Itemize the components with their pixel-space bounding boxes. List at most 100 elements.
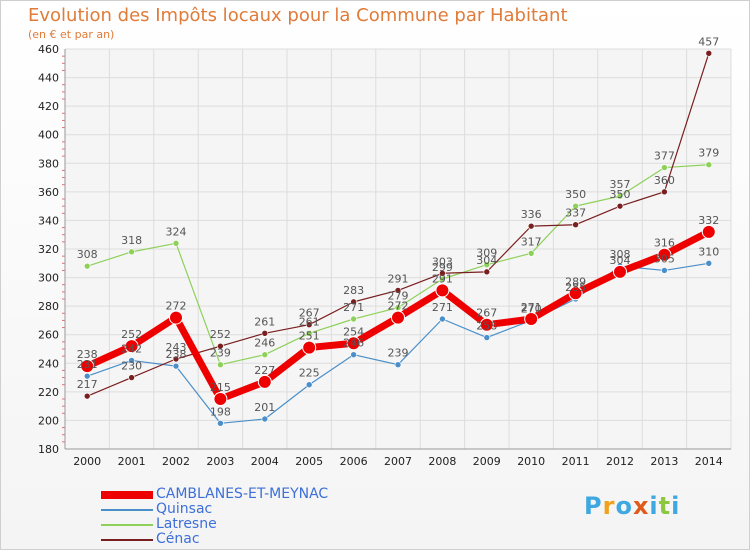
data-point	[394, 361, 402, 369]
data-label: 291	[388, 272, 409, 285]
data-label: 324	[166, 225, 187, 238]
legend-label: Latresne	[156, 516, 217, 532]
x-tick-label: 2002	[162, 455, 190, 468]
legend-swatch	[101, 509, 153, 511]
data-point	[524, 312, 539, 326]
data-label: 272	[388, 300, 409, 313]
data-point	[701, 224, 716, 239]
data-label: 299	[432, 261, 453, 274]
chart-title: Evolution des Impôts locaux pour la Comm…	[28, 5, 568, 26]
data-point	[83, 262, 91, 270]
data-label: 261	[299, 315, 320, 328]
data-point	[128, 374, 135, 381]
data-point	[217, 361, 224, 369]
data-label: 279	[388, 290, 409, 303]
data-label: 379	[698, 147, 719, 160]
data-label: 317	[521, 235, 542, 248]
data-point	[705, 259, 713, 267]
legend-label: Cénac	[156, 531, 200, 547]
data-point	[483, 261, 491, 269]
data-point	[483, 334, 491, 341]
data-point	[657, 247, 672, 262]
data-label: 377	[654, 150, 675, 163]
data-point	[305, 329, 313, 337]
data-point	[705, 161, 713, 169]
y-tick-label: 180	[38, 443, 59, 456]
data-label: 239	[388, 347, 409, 360]
data-label: 239	[210, 347, 231, 360]
y-tick-label: 380	[38, 157, 59, 170]
data-label: 230	[121, 360, 142, 373]
data-label: 318	[121, 234, 142, 247]
data-point	[568, 286, 583, 301]
data-label: 271	[521, 301, 542, 314]
data-point	[391, 310, 405, 325]
data-label: 316	[654, 237, 675, 250]
data-label: 238	[166, 348, 187, 361]
data-point	[705, 49, 713, 57]
data-point	[572, 221, 579, 229]
data-point	[572, 202, 579, 210]
x-tick-label: 2013	[650, 455, 678, 468]
data-point	[439, 269, 446, 277]
x-tick-label: 2000	[73, 455, 101, 468]
x-tick-label: 2004	[251, 455, 279, 468]
data-point	[261, 415, 269, 423]
x-tick-label: 2001	[118, 455, 146, 468]
data-point	[350, 298, 357, 306]
data-label: 357	[610, 178, 631, 191]
data-point	[302, 340, 317, 355]
data-label: 227	[254, 364, 275, 377]
data-point	[661, 164, 668, 171]
x-tick-label: 2005	[295, 455, 323, 468]
data-label: 246	[343, 337, 364, 350]
legend-swatch	[101, 491, 153, 499]
data-label: 238	[77, 348, 98, 361]
data-label: 267	[299, 307, 320, 320]
data-label: 258	[476, 320, 497, 333]
x-tick-label: 2009	[473, 455, 501, 468]
data-label: 270	[521, 302, 542, 315]
data-point	[435, 283, 450, 298]
legend-swatch	[101, 524, 153, 526]
y-tick-label: 280	[38, 300, 59, 313]
data-label: 251	[299, 330, 320, 343]
data-point	[661, 188, 668, 196]
data-point	[213, 392, 228, 406]
data-label: 267	[476, 307, 497, 320]
y-tick-label: 200	[38, 414, 59, 427]
data-label: 283	[343, 284, 364, 297]
data-point	[83, 392, 91, 400]
data-label: 261	[254, 315, 275, 328]
data-label: 457	[698, 35, 719, 48]
data-label: 332	[698, 214, 719, 227]
x-tick-label: 2003	[206, 455, 234, 468]
data-point	[257, 374, 272, 389]
data-point	[616, 202, 624, 210]
x-tick-label: 2008	[428, 455, 456, 468]
x-tick-label: 2011	[562, 455, 590, 468]
y-tick-label: 260	[38, 329, 59, 342]
data-label: 308	[77, 248, 98, 261]
logo-letter: i	[671, 492, 681, 520]
data-label: 246	[254, 337, 275, 350]
logo-letter: i	[649, 492, 659, 520]
data-label: 336	[521, 208, 542, 221]
data-label: 201	[254, 401, 275, 414]
data-label: 217	[77, 378, 98, 391]
data-label: 252	[210, 328, 231, 341]
data-label: 242	[121, 342, 142, 355]
data-label: 308	[610, 248, 631, 261]
data-point	[80, 359, 95, 374]
x-tick-label: 2006	[340, 455, 368, 468]
x-tick-label: 2012	[606, 455, 634, 468]
data-point	[305, 321, 313, 329]
data-point	[169, 310, 183, 325]
data-point	[479, 317, 494, 332]
data-point	[616, 192, 624, 200]
x-tick-label: 2014	[695, 455, 723, 468]
y-tick-label: 400	[38, 129, 59, 142]
y-tick-label: 240	[38, 357, 59, 370]
data-point	[527, 222, 535, 230]
